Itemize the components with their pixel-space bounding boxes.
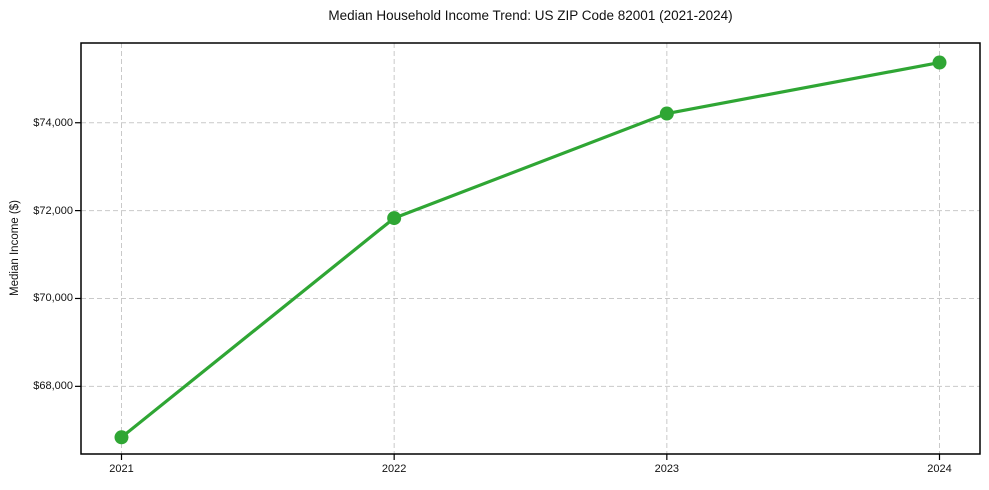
- y-tick-label-68000: $68,000: [33, 380, 73, 393]
- data-point-2021: [114, 430, 129, 445]
- y-tick-label-74000: $74,000: [33, 116, 73, 129]
- x-tick-label-2021: 2021: [109, 463, 134, 475]
- data-point-2024: [932, 55, 947, 70]
- plot-border: [80, 42, 981, 455]
- data-point-2023: [659, 106, 674, 121]
- x-tick-label-2024: 2024: [927, 463, 952, 475]
- data-point-2022: [387, 211, 402, 226]
- x-tick-label-2022: 2022: [381, 463, 407, 475]
- y-tick-label-72000: $72,000: [33, 204, 73, 217]
- x-tick-label-2023: 2023: [654, 463, 680, 475]
- chart-title: Median Household Income Trend: US ZIP Co…: [328, 8, 733, 23]
- y-tick-label-70000: $70,000: [33, 292, 73, 305]
- data-line: [119, 60, 942, 439]
